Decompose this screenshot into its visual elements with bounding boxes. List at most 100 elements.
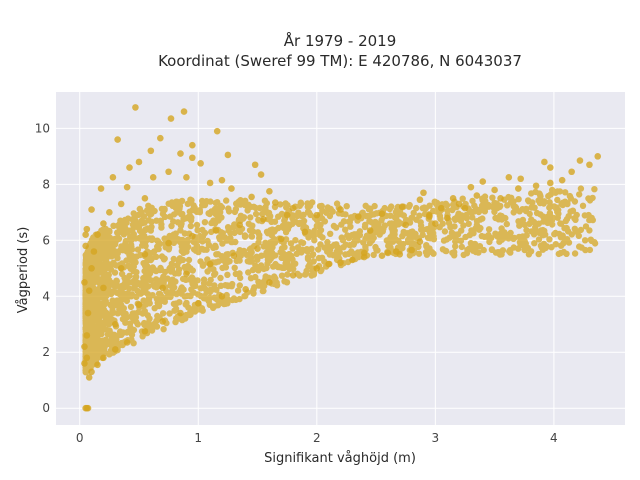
scatter-point xyxy=(230,252,238,260)
scatter-point xyxy=(586,161,593,169)
scatter-point xyxy=(206,179,214,187)
scatter-point xyxy=(349,256,356,264)
y-tick-label: 2 xyxy=(42,345,50,359)
scatter-point xyxy=(147,147,155,155)
scatter-point xyxy=(473,192,481,199)
scatter-point xyxy=(228,185,235,192)
scatter-point xyxy=(109,174,117,181)
scatter-point xyxy=(289,271,297,279)
scatter-point xyxy=(408,246,415,254)
scatter-point xyxy=(165,239,172,247)
scatter-point xyxy=(360,249,368,257)
scatter-point xyxy=(135,158,143,166)
scatter-point xyxy=(337,206,344,213)
x-tick-label: 1 xyxy=(194,431,202,445)
y-tick-label: 6 xyxy=(42,233,50,247)
scatter-point xyxy=(547,164,554,171)
scatter-point xyxy=(149,174,157,181)
scatter-point xyxy=(266,278,273,286)
scatter-point xyxy=(398,203,406,211)
scatter-point xyxy=(242,285,249,293)
scatter-point xyxy=(85,287,93,294)
scatter-point xyxy=(189,154,196,162)
scatter-point xyxy=(167,115,175,122)
scatter-point xyxy=(266,188,273,195)
scatter-point xyxy=(515,185,522,192)
scatter-point xyxy=(123,339,131,346)
scatter-point xyxy=(497,195,504,202)
y-axis-label: Vågperiod (s) xyxy=(16,227,31,314)
scatter-point xyxy=(183,174,190,181)
scatter-point xyxy=(114,136,121,143)
scatter-point xyxy=(82,242,89,250)
scatter-point xyxy=(97,185,105,192)
scatter-point xyxy=(248,193,255,201)
scatter-point xyxy=(283,211,291,219)
scatter-point xyxy=(491,186,498,194)
scatter-point xyxy=(277,235,285,243)
x-tick-label: 3 xyxy=(432,431,440,445)
scatter-point xyxy=(83,404,91,412)
scatter-point xyxy=(81,278,88,286)
chart-title-line-2: Koordinat (Sweref 99 TM): E 420786, N 60… xyxy=(158,52,522,70)
scatter-point xyxy=(505,174,513,181)
scatter-point xyxy=(396,251,404,258)
scatter-point xyxy=(177,309,184,317)
scatter-point xyxy=(111,320,119,328)
scatter-point xyxy=(260,216,267,223)
scatter-point xyxy=(189,232,196,240)
scatter-point xyxy=(141,327,149,335)
scatter-point xyxy=(547,179,554,187)
x-tick-label: 2 xyxy=(313,431,321,445)
scatter-point xyxy=(420,189,427,197)
scatter-point xyxy=(157,134,164,142)
scatter-point xyxy=(111,346,119,353)
scatter-point xyxy=(301,228,309,236)
scatter-point-cloud xyxy=(82,185,599,376)
scatter-point xyxy=(88,264,95,272)
scatter-point xyxy=(194,299,202,307)
scatter-point xyxy=(94,361,101,369)
scatter-point xyxy=(254,245,261,253)
scatter-point xyxy=(437,204,445,212)
scatter-point xyxy=(83,354,91,362)
scatter-point xyxy=(126,164,133,171)
scatter-point xyxy=(257,171,265,178)
scatter-point xyxy=(558,176,566,184)
scatter-point xyxy=(212,227,220,234)
scatter-point xyxy=(82,231,89,239)
scatter-point xyxy=(416,196,424,204)
scatter-point xyxy=(576,157,584,164)
scatter-point xyxy=(88,368,95,376)
scatter-point xyxy=(517,175,524,183)
scatter-point xyxy=(84,309,92,317)
scatter-point xyxy=(479,178,487,185)
chart-title-line-1: År 1979 - 2019 xyxy=(284,31,397,50)
scatter-point xyxy=(94,231,101,239)
scatter-point xyxy=(159,318,166,325)
y-tick-labels: 0 2 4 6 8 10 xyxy=(35,121,50,415)
scatter-point xyxy=(594,153,602,160)
scatter-point xyxy=(378,252,386,260)
scatter-point xyxy=(218,292,226,300)
scatter-point xyxy=(88,206,95,213)
scatter-point xyxy=(180,108,188,115)
x-tick-label: 0 xyxy=(76,431,84,445)
scatter-point xyxy=(206,260,214,268)
scatter-point xyxy=(117,200,125,208)
scatter-point xyxy=(467,183,475,191)
scatter-point xyxy=(449,195,457,202)
scatter-point xyxy=(366,227,374,234)
scatter-point xyxy=(455,200,463,208)
scatter-point xyxy=(402,221,409,229)
scatter-point xyxy=(236,221,244,229)
scatter-point xyxy=(378,210,386,218)
scatter-point xyxy=(416,238,424,246)
scatter-point xyxy=(189,141,196,149)
scatter-point xyxy=(117,264,125,272)
scatter-point xyxy=(354,213,362,220)
scatter-point xyxy=(81,360,88,367)
scatter-point xyxy=(83,332,91,339)
